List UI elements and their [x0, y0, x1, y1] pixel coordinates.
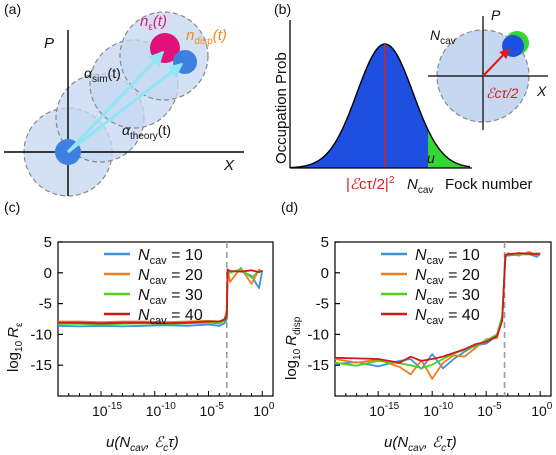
legend-label-10: Ncav = 10 [415, 247, 480, 267]
y-tick-label: -10 [307, 326, 329, 343]
series-line-30 [334, 252, 541, 370]
x-tick-label: 10-15 [369, 401, 399, 419]
n-disp-label: ndisp(t) [186, 27, 227, 47]
y-tick-label: -10 [30, 326, 52, 343]
alpha-theory-arrow [67, 62, 184, 154]
series-line-10 [334, 253, 541, 370]
x-tick-label: 100 [531, 401, 553, 419]
occupation-curve [290, 43, 470, 168]
inset-p-label: P [491, 7, 501, 23]
y-tick-label: -5 [39, 296, 52, 313]
ylabel-c: log10Rε [5, 322, 25, 372]
x-ticks-d: 10-15 10-10 10-5 100 [345, 391, 553, 419]
alpha-sim-arrow [66, 50, 165, 154]
y-tick-label: 5 [44, 234, 52, 251]
axis-x-label-a: X [223, 157, 235, 174]
panel-b: (b) Occupation Prob |ℰcτ/2|2 Ncav Fock n… [273, 1, 548, 196]
x-tick-label: 10-10 [423, 401, 453, 419]
peak-label: |ℰcτ/2|2 [346, 175, 395, 193]
n-disp-blob [173, 50, 197, 74]
ylabel-d: log10Rdisp [283, 316, 303, 380]
y-tick-label: 0 [321, 265, 329, 282]
xlabel-b: Fock number [445, 176, 533, 193]
y-tick-label: 5 [321, 234, 329, 251]
u-label: u [427, 150, 435, 166]
alpha-sim-label: αsim(t) [84, 65, 121, 85]
x-tick-label: 10-15 [92, 401, 122, 419]
x-tick-label: 10-10 [146, 401, 176, 419]
y-ticks-d: 5 0 -5 -10 -15 [307, 234, 340, 374]
ncav-label-b: Ncav [407, 176, 433, 196]
x-tick-label: 10-5 [477, 401, 502, 419]
x-tick-label: 100 [253, 401, 275, 419]
legend-label-20: Ncav = 20 [138, 267, 203, 287]
panel-a-label: (a) [4, 1, 21, 17]
y-tick-label: -5 [316, 296, 329, 313]
panel-b-label: (b) [274, 1, 291, 17]
y-tick-label: 0 [44, 265, 52, 282]
inset-arrow [482, 48, 510, 77]
series-line-20 [334, 250, 541, 380]
inset-ec-label: ℰcτ/2 [486, 85, 519, 101]
y-tick-label: -15 [307, 357, 329, 374]
inset-ncav-label: Ncav [430, 27, 456, 47]
axis-p-label-a: P [44, 35, 54, 52]
occupation-fill [290, 44, 428, 168]
y-tick-label: -15 [30, 357, 52, 374]
inset-x-label: X [536, 83, 547, 99]
legend-label-30: Ncav = 30 [138, 287, 203, 307]
panel-d-label: (d) [281, 199, 298, 215]
legend-label-40: Ncav = 40 [138, 307, 203, 327]
y-ticks-c: 5 0 -5 -10 -15 [30, 234, 63, 374]
n-eps-label: nε(t) [140, 13, 167, 33]
xlabel-c: u(Ncav, ℰcτ) [106, 434, 179, 454]
tail-fill [428, 129, 470, 168]
legend-label-30: Ncav = 30 [415, 287, 480, 307]
x-ticks-c: 10-15 10-10 10-5 100 [68, 391, 275, 419]
panel-d: (d) 5 0 -5 -10 -15 10-15 10-10 10-5 100 Ncav = … [281, 199, 553, 454]
legend-label-20: Ncav = 20 [415, 267, 480, 287]
alpha-theory-label: αtheory(t) [122, 122, 171, 142]
series-lines-c [57, 266, 264, 328]
series-lines-d [334, 250, 541, 380]
legend-label-10: Ncav = 10 [138, 247, 203, 267]
xlabel-d: u(Ncav, ℰcτ) [384, 434, 457, 454]
series-line-40 [334, 252, 541, 364]
legend-label-40: Ncav = 40 [415, 307, 480, 327]
series-line-40 [58, 268, 263, 325]
x-tick-label: 10-5 [200, 401, 225, 419]
panel-a: (a) P X nε(t) ndisp(t) αsim(t) αtheory(t… [4, 1, 244, 197]
panel-c: (c) 5 0 -5 -10 -15 10-15 10-10 10-5 100 Ncav = … [4, 199, 275, 454]
ylabel-b: Occupation Prob [273, 52, 290, 164]
panel-c-label: (c) [4, 199, 20, 215]
